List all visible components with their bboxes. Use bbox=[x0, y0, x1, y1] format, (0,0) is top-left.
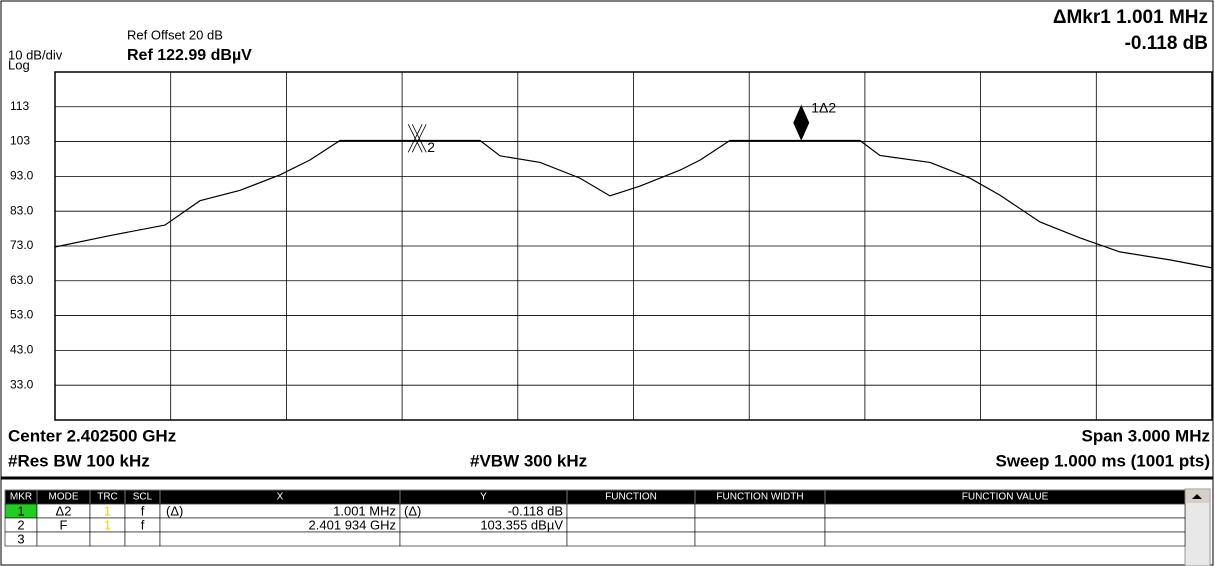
y-tick-label: 53.0 bbox=[10, 308, 34, 322]
header-text: FUNCTION bbox=[605, 492, 657, 503]
trace bbox=[54, 139, 1213, 269]
center-freq: Center 2.402500 GHz bbox=[8, 426, 176, 445]
header-text: SCL bbox=[133, 492, 153, 503]
scale-label: 10 dB/div bbox=[8, 47, 63, 62]
y-tick-label: 73.0 bbox=[10, 238, 34, 252]
header-text: FUNCTION VALUE bbox=[962, 492, 1049, 503]
header-text: X bbox=[277, 492, 284, 503]
cell-text: 1.001 MHz bbox=[333, 503, 396, 518]
y-tick-label: 43.0 bbox=[10, 343, 34, 357]
marker-diamond bbox=[793, 104, 810, 141]
cell-text: 103.355 dBµV bbox=[480, 517, 563, 532]
y-tick-label: 113 bbox=[10, 99, 29, 113]
table-cell bbox=[159, 531, 401, 547]
table-cell bbox=[694, 531, 826, 547]
table-cell bbox=[89, 531, 126, 547]
ref-offset: Ref Offset 20 dB bbox=[127, 27, 223, 42]
scale-type: Log bbox=[8, 57, 30, 72]
table-cell bbox=[566, 503, 696, 519]
cell-text: (Δ) bbox=[166, 503, 183, 518]
cell-text: f bbox=[141, 517, 145, 532]
cell-text: f bbox=[141, 503, 145, 518]
rbw: #Res BW 100 kHz bbox=[8, 451, 150, 470]
y-tick-label: 103 bbox=[10, 134, 30, 148]
marker-label: 2 bbox=[427, 139, 435, 155]
table-cell bbox=[824, 517, 1186, 533]
header-text: Y bbox=[480, 492, 487, 503]
cell-text: 3 bbox=[17, 531, 24, 546]
marker-readout: ΔMkr1 1.001 MHz bbox=[1053, 7, 1208, 28]
span: Span 3.000 MHz bbox=[1082, 426, 1211, 445]
marker-delta: -0.118 dB bbox=[1125, 33, 1208, 54]
marker-label: 1Δ2 bbox=[811, 99, 836, 115]
cell-text: F bbox=[60, 517, 68, 532]
table-cell bbox=[824, 503, 1186, 519]
header-text: MODE bbox=[49, 492, 79, 503]
header-text: FUNCTION WIDTH bbox=[716, 492, 803, 503]
table-cell bbox=[566, 531, 696, 547]
table-cell bbox=[694, 517, 826, 533]
sweep: Sweep 1.000 ms (1001 pts) bbox=[995, 451, 1210, 470]
scroll-arrow bbox=[1192, 494, 1202, 499]
marker-x bbox=[407, 124, 427, 153]
table-cell bbox=[124, 531, 161, 547]
cell-text: 2.401 934 GHz bbox=[309, 517, 396, 532]
cell-text: 1 bbox=[104, 517, 111, 532]
table-cell bbox=[694, 503, 826, 519]
y-tick-label: 83.0 bbox=[10, 203, 34, 217]
y-tick-label: 33.0 bbox=[10, 377, 34, 391]
ref-level: Ref 122.99 dBµV bbox=[127, 47, 252, 64]
cell-text: Δ2 bbox=[56, 503, 72, 518]
table-cell bbox=[824, 531, 1186, 547]
cell-text: 1 bbox=[104, 503, 111, 518]
table-cell bbox=[399, 531, 568, 547]
table-cell bbox=[36, 531, 91, 547]
vbw: #VBW 300 kHz bbox=[470, 451, 587, 470]
header-text: TRC bbox=[97, 492, 118, 503]
cell-text: 2 bbox=[17, 517, 24, 532]
cell-text: 1 bbox=[17, 503, 24, 518]
y-tick-label: 63.0 bbox=[10, 273, 34, 287]
header-text: MKR bbox=[10, 492, 32, 503]
table-cell bbox=[566, 517, 696, 533]
y-tick-label: 93.0 bbox=[10, 169, 34, 183]
cell-text: -0.118 dB bbox=[508, 503, 563, 518]
cell-text: (Δ) bbox=[404, 503, 421, 518]
